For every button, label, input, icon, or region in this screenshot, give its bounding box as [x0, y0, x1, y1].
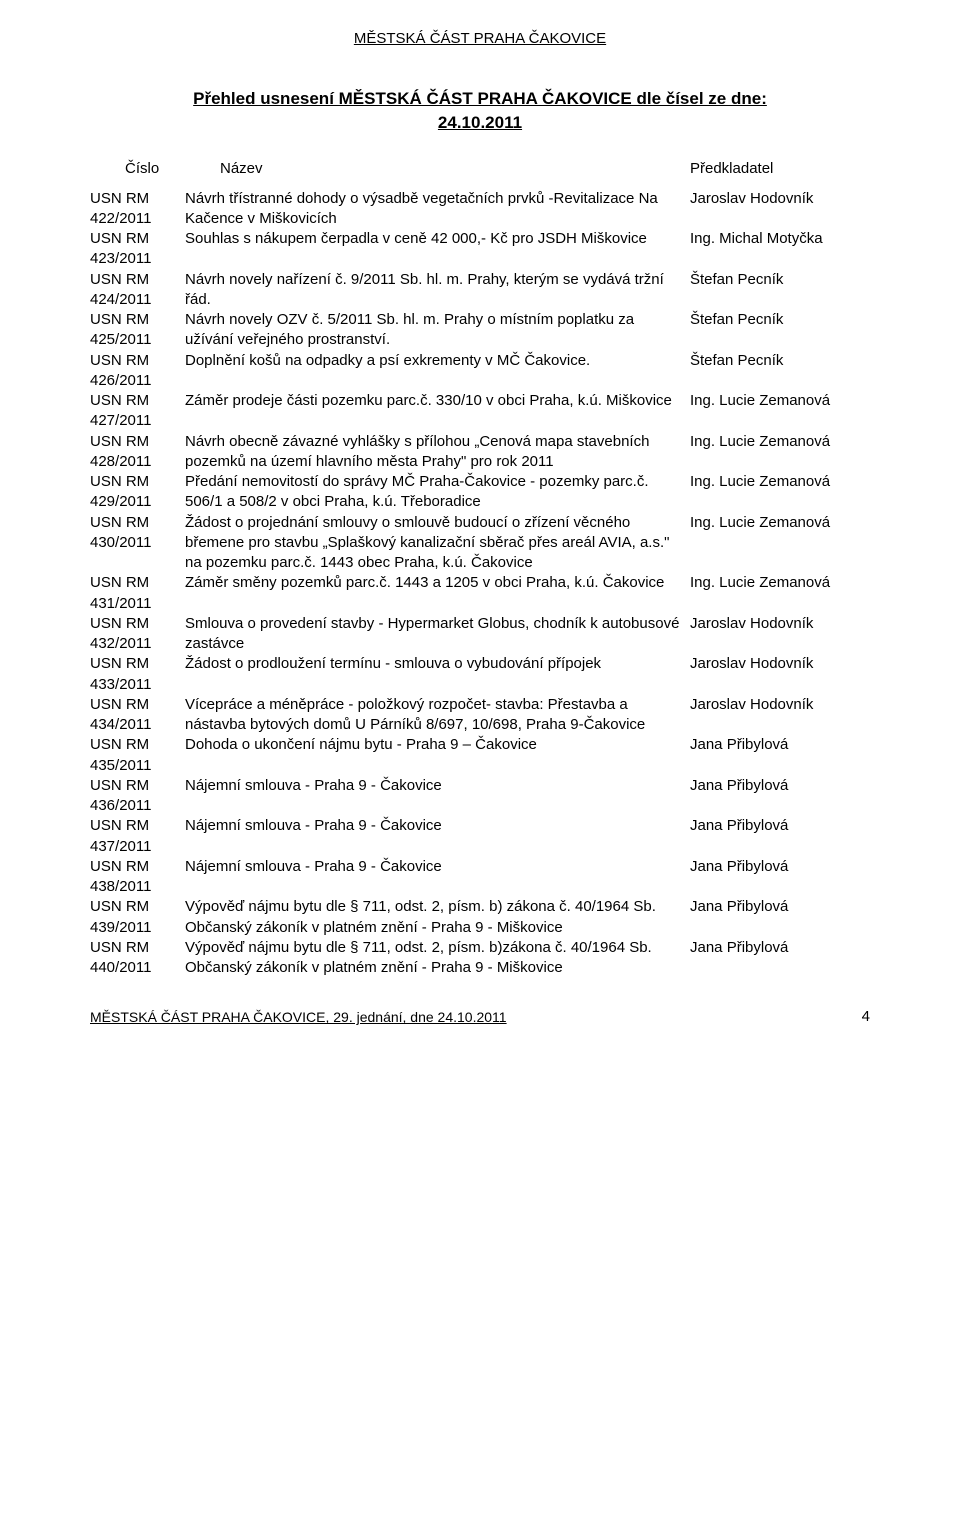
page-title: Přehled usnesení MĚSTSKÁ ČÁST PRAHA ČAKO… [155, 87, 805, 135]
resolution-id: USN RM 429/2011 [90, 472, 185, 513]
resolution-presenter: Jaroslav Hodovník [690, 189, 870, 209]
resolution-id: USN RM 427/2011 [90, 391, 185, 432]
resolution-name: Výpověď nájmu bytu dle § 711, odst. 2, p… [185, 897, 690, 938]
table-row: USN RM 433/2011Žádost o prodloužení term… [90, 654, 870, 695]
resolution-id: USN RM 433/2011 [90, 654, 185, 695]
resolution-id: USN RM 431/2011 [90, 573, 185, 614]
resolution-name: Předání nemovitostí do správy MČ Praha-Č… [185, 472, 690, 513]
table-row: USN RM 439/2011Výpověď nájmu bytu dle § … [90, 897, 870, 938]
resolution-list: USN RM 422/2011Návrh třístranné dohody o… [90, 189, 870, 979]
resolution-id: USN RM 439/2011 [90, 897, 185, 938]
table-row: USN RM 438/2011Nájemní smlouva - Praha 9… [90, 857, 870, 898]
table-row: USN RM 424/2011Návrh novely nařízení č. … [90, 270, 870, 311]
table-row: USN RM 437/2011Nájemní smlouva - Praha 9… [90, 816, 870, 857]
resolution-presenter: Jana Přibylová [690, 857, 870, 877]
col-header-nazev: Název [220, 160, 690, 177]
resolution-presenter: Jaroslav Hodovník [690, 695, 870, 715]
resolution-id: USN RM 434/2011 [90, 695, 185, 736]
col-header-predkladatel: Předkladatel [690, 160, 870, 177]
resolution-id: USN RM 426/2011 [90, 351, 185, 392]
resolution-name: Nájemní smlouva - Praha 9 - Čakovice [185, 857, 690, 877]
resolution-presenter: Jaroslav Hodovník [690, 614, 870, 634]
resolution-id: USN RM 438/2011 [90, 857, 185, 898]
resolution-presenter: Jaroslav Hodovník [690, 654, 870, 674]
resolution-presenter: Jana Přibylová [690, 735, 870, 755]
resolution-name: Doplnění košů na odpadky a psí exkrement… [185, 351, 690, 371]
resolution-name: Návrh obecně závazné vyhlášky s přílohou… [185, 432, 690, 473]
resolution-name: Výpověď nájmu bytu dle § 711, odst. 2, p… [185, 938, 690, 979]
table-row: USN RM 429/2011Předání nemovitostí do sp… [90, 472, 870, 513]
resolution-presenter: Ing. Lucie Zemanová [690, 472, 870, 492]
resolution-presenter: Štefan Pecník [690, 270, 870, 290]
resolution-presenter: Štefan Pecník [690, 351, 870, 371]
table-row: USN RM 427/2011Záměr prodeje části pozem… [90, 391, 870, 432]
page-header: MĚSTSKÁ ČÁST PRAHA ČAKOVICE [90, 30, 870, 47]
resolution-presenter: Ing. Lucie Zemanová [690, 513, 870, 533]
footer-left: MĚSTSKÁ ČÁST PRAHA ČAKOVICE, 29. jednání… [90, 1009, 507, 1025]
table-row: USN RM 432/2011Smlouva o provedení stavb… [90, 614, 870, 655]
resolution-presenter: Štefan Pecník [690, 310, 870, 330]
table-row: USN RM 434/2011Vícepráce a méněpráce - p… [90, 695, 870, 736]
resolution-id: USN RM 423/2011 [90, 229, 185, 270]
resolution-presenter: Jana Přibylová [690, 816, 870, 836]
table-row: USN RM 430/2011Žádost o projednání smlou… [90, 513, 870, 574]
resolution-id: USN RM 430/2011 [90, 513, 185, 554]
resolution-id: USN RM 422/2011 [90, 189, 185, 230]
resolution-presenter: Jana Přibylová [690, 776, 870, 796]
resolution-name: Žádost o projednání smlouvy o smlouvě bu… [185, 513, 690, 574]
resolution-id: USN RM 424/2011 [90, 270, 185, 311]
resolution-presenter: Ing. Michal Motyčka [690, 229, 870, 249]
resolution-id: USN RM 432/2011 [90, 614, 185, 655]
table-row: USN RM 440/2011Výpověď nájmu bytu dle § … [90, 938, 870, 979]
resolution-id: USN RM 440/2011 [90, 938, 185, 979]
resolution-name: Vícepráce a méněpráce - položkový rozpoč… [185, 695, 690, 736]
table-row: USN RM 428/2011Návrh obecně závazné vyhl… [90, 432, 870, 473]
resolution-id: USN RM 437/2011 [90, 816, 185, 857]
resolution-name: Návrh třístranné dohody o výsadbě vegeta… [185, 189, 690, 230]
table-row: USN RM 435/2011Dohoda o ukončení nájmu b… [90, 735, 870, 776]
resolution-name: Souhlas s nákupem čerpadla v ceně 42 000… [185, 229, 690, 249]
resolution-presenter: Ing. Lucie Zemanová [690, 391, 870, 411]
col-header-cislo: Číslo [90, 160, 220, 177]
column-header-row: Číslo Název Předkladatel [90, 160, 870, 177]
resolution-presenter: Jana Přibylová [690, 938, 870, 958]
resolution-name: Dohoda o ukončení nájmu bytu - Praha 9 –… [185, 735, 690, 755]
resolution-name: Nájemní smlouva - Praha 9 - Čakovice [185, 776, 690, 796]
table-row: USN RM 426/2011Doplnění košů na odpadky … [90, 351, 870, 392]
resolution-name: Záměr prodeje části pozemku parc.č. 330/… [185, 391, 690, 411]
resolution-name: Návrh novely nařízení č. 9/2011 Sb. hl. … [185, 270, 690, 311]
footer-page-number: 4 [862, 1008, 870, 1025]
table-row: USN RM 423/2011Souhlas s nákupem čerpadl… [90, 229, 870, 270]
resolution-presenter: Ing. Lucie Zemanová [690, 432, 870, 452]
resolution-name: Nájemní smlouva - Praha 9 - Čakovice [185, 816, 690, 836]
resolution-name: Žádost o prodloužení termínu - smlouva o… [185, 654, 690, 674]
resolution-id: USN RM 435/2011 [90, 735, 185, 776]
resolution-id: USN RM 428/2011 [90, 432, 185, 473]
table-row: USN RM 436/2011Nájemní smlouva - Praha 9… [90, 776, 870, 817]
resolution-presenter: Jana Přibylová [690, 897, 870, 917]
page-footer: MĚSTSKÁ ČÁST PRAHA ČAKOVICE, 29. jednání… [90, 1008, 870, 1025]
resolution-name: Smlouva o provedení stavby - Hypermarket… [185, 614, 690, 655]
table-row: USN RM 431/2011Záměr směny pozemků parc.… [90, 573, 870, 614]
resolution-id: USN RM 436/2011 [90, 776, 185, 817]
resolution-id: USN RM 425/2011 [90, 310, 185, 351]
resolution-name: Návrh novely OZV č. 5/2011 Sb. hl. m. Pr… [185, 310, 690, 351]
resolution-presenter: Ing. Lucie Zemanová [690, 573, 870, 593]
resolution-name: Záměr směny pozemků parc.č. 1443 a 1205 … [185, 573, 690, 593]
table-row: USN RM 422/2011Návrh třístranné dohody o… [90, 189, 870, 230]
table-row: USN RM 425/2011Návrh novely OZV č. 5/201… [90, 310, 870, 351]
